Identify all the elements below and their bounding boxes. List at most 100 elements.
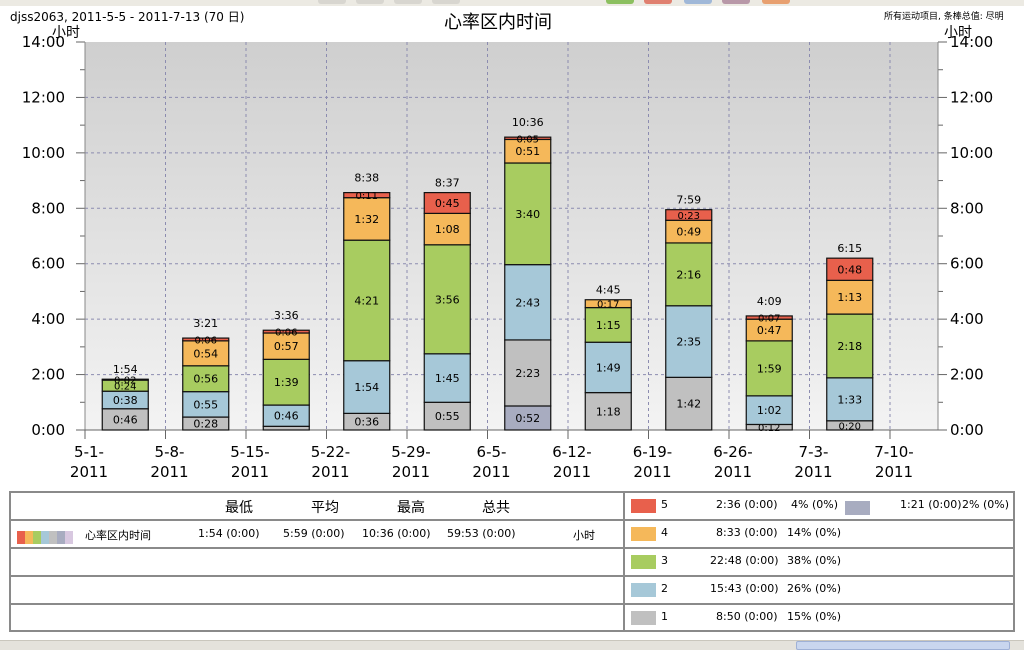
segment-label: 1:49 [596, 361, 621, 374]
strip-color-block [41, 531, 49, 544]
y-tick-label-left: 8:00 [31, 199, 65, 217]
segment-label: 0:38 [113, 394, 138, 407]
bar-segment-zone-4 [423, 212, 471, 246]
summary-empty-row [11, 549, 1013, 577]
toolbar-button[interactable] [644, 0, 672, 4]
x-tick-label: 6-26-2011 [713, 443, 752, 481]
strip-color-block [33, 531, 41, 544]
x-tick-label: 5-1-2011 [70, 443, 108, 481]
bar-segment-zone-1 [665, 376, 713, 431]
segment-label: 0:48 [837, 263, 862, 276]
strip-color-block [17, 531, 25, 544]
bar-total-label: 7:59 [676, 194, 701, 207]
x-tick-label: 5-8-2011 [150, 443, 188, 481]
segment-label: 0:56 [193, 373, 218, 386]
segment-label: 1:13 [837, 291, 862, 304]
y-tick-label-left: 12:00 [22, 88, 65, 106]
segment-label: 0:07 [758, 314, 780, 325]
bars: 0:460:380:240:021:540:280:550:560:540:06… [101, 116, 874, 434]
segment-label: 0:17 [597, 300, 619, 311]
zone-time: 15:43 (0:00) [710, 582, 779, 595]
segment-label: 2:23 [515, 367, 540, 380]
bar-segment-zone-3 [423, 244, 471, 355]
toolbar-button[interactable] [432, 0, 460, 4]
chart-options-note[interactable]: 所有运动项目, 条棒总值: 尽明 [884, 12, 1004, 22]
bar-segment-zone-2 [665, 305, 713, 378]
bar-segment-zone-gray [504, 405, 552, 431]
strip-color-block [65, 531, 73, 544]
x-tick-label: 5-29-2011 [391, 443, 430, 481]
segment-label: 0:46 [113, 413, 138, 426]
toolbar-button[interactable] [722, 0, 750, 4]
segment-label: 1:42 [676, 398, 701, 411]
horizontal-scrollbar[interactable] [0, 640, 1024, 650]
bar-segment-zone-5 [665, 209, 713, 221]
bar-total-label: 10:36 [512, 116, 544, 129]
zone-pct: 4% (0%) [791, 498, 838, 511]
segment-label: 1:54 [354, 381, 379, 394]
axes: 0:00 0:00 2:00 2:00 4:00 4:00 6:00 6:00 8:00 8:00… [22, 33, 993, 481]
segment-label: 0:02 [114, 376, 136, 387]
y-tick-label-right: 0:00 [950, 421, 984, 439]
x-tick-label: 6-19-2011 [633, 443, 672, 481]
segment-label: 2:43 [515, 296, 540, 309]
segment-label: 0:49 [676, 226, 701, 239]
bar-segment-zone-4 [182, 340, 230, 367]
bar-segment-zone-3 [262, 358, 310, 406]
zone-swatch [631, 611, 656, 625]
zone-swatch [631, 527, 656, 541]
toolbar-button[interactable] [606, 0, 634, 4]
segment-label: 0:36 [354, 416, 379, 429]
y-tick-label-right: 8:00 [950, 199, 984, 217]
zone-name: 5 [661, 498, 668, 511]
x-tick-label: 5-22-2011 [311, 443, 350, 481]
zone-pct: 26% (0%) [787, 582, 841, 595]
strip-color-block [25, 531, 33, 544]
toolbar-button[interactable] [762, 0, 790, 4]
y-tick-label-left: 10:00 [22, 144, 65, 162]
zone-swatch-extra [845, 501, 870, 515]
summary-data-row[interactable]: 心率区内时间 1:54 (0:00) 5:59 (0:00) 10:36 (0:… [11, 521, 1013, 549]
bar-total-label: 3:21 [193, 317, 218, 330]
val-min: 1:54 (0:00) [198, 527, 260, 540]
bar-segment-zone-4 [101, 378, 149, 381]
zone-pct: 15% (0%) [787, 610, 841, 623]
segment-label: 0:12 [758, 423, 780, 434]
segment-label: 1:08 [435, 223, 460, 236]
x-tick-label: 6-5-2011 [472, 443, 510, 481]
bar-segment-zone-2 [584, 341, 632, 394]
bar-group: 0:28 0:55 0:56 0:540:06 3:21 [182, 317, 230, 431]
bar-segment-zone-1 [423, 401, 471, 431]
segment-label: 0:06 [195, 335, 217, 346]
bar-segment-zone-5 [826, 257, 874, 281]
col-avg: 平均 [311, 500, 339, 516]
zone-swatch [631, 499, 656, 513]
bar-group: 0:12 1:02 1:59 0:470:07 4:09 [745, 295, 793, 434]
toolbar-button[interactable] [318, 0, 346, 4]
segment-label: 1:59 [757, 362, 782, 375]
y-unit-left: 小时 [52, 25, 80, 41]
segment-label: 0:11 [356, 191, 378, 202]
zone-name: 4 [661, 526, 668, 539]
segment-label: 1:15 [596, 319, 621, 332]
segment-label: 1:33 [837, 393, 862, 406]
bar-group: 1:18 1:49 1:15 0:17 4:45 [584, 284, 632, 431]
bar-segment-zone-1 [504, 339, 552, 407]
zone-pct: 14% (0%) [787, 526, 841, 539]
strip-color-block [57, 531, 65, 544]
x-tick-label: 7-3-2011 [794, 443, 832, 481]
bar-segment-zone-2 [504, 264, 552, 341]
toolbar-button[interactable] [394, 0, 422, 4]
date-range: djss2063, 2011-5-5 - 2011-7-13 (70 日) [10, 10, 245, 24]
zone-name: 3 [661, 554, 668, 567]
bar-group: 0:46 0:380:240:021:54 [101, 363, 149, 431]
val-unit: 小时 [573, 529, 595, 542]
x-tick-label: 6-12-2011 [552, 443, 591, 481]
val-total: 59:53 (0:00) [447, 527, 516, 540]
segment-label: 2:16 [676, 268, 701, 281]
segment-label: 1:45 [435, 372, 460, 385]
toolbar-button[interactable] [356, 0, 384, 4]
toolbar-button[interactable] [684, 0, 712, 4]
zone-extra-time: 1:21 (0:00) [900, 498, 962, 511]
y-tick-label-left: 0:00 [31, 421, 65, 439]
